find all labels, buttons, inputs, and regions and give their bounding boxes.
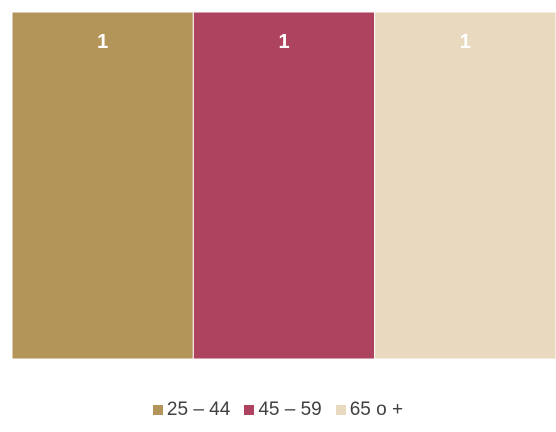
legend-swatch-45-59 — [244, 405, 255, 415]
data-label-3: 1 — [460, 31, 471, 53]
bar-1-1 — [11, 11, 194, 360]
legend-label-65-plus: 65 o + — [349, 399, 404, 420]
legend-item-25-44: 25 – 44 — [152, 399, 231, 421]
data-label-2: 1 — [278, 31, 289, 53]
bar-3-3 — [374, 11, 556, 360]
legend-label-25-44: 25 – 44 — [166, 399, 231, 420]
legend-item-65-plus: 65 o + — [335, 399, 404, 421]
bar-2-2 — [192, 11, 376, 360]
legend-swatch-65-plus — [335, 405, 346, 415]
legend-label-45-59: 45 – 59 — [258, 399, 322, 420]
legend-swatch-25-44 — [152, 405, 163, 415]
data-label-1: 1 — [97, 31, 108, 53]
legend: 25 – 44 45 – 59 65 o + — [0, 396, 556, 424]
legend-item-45-59: 45 – 59 — [244, 399, 322, 421]
